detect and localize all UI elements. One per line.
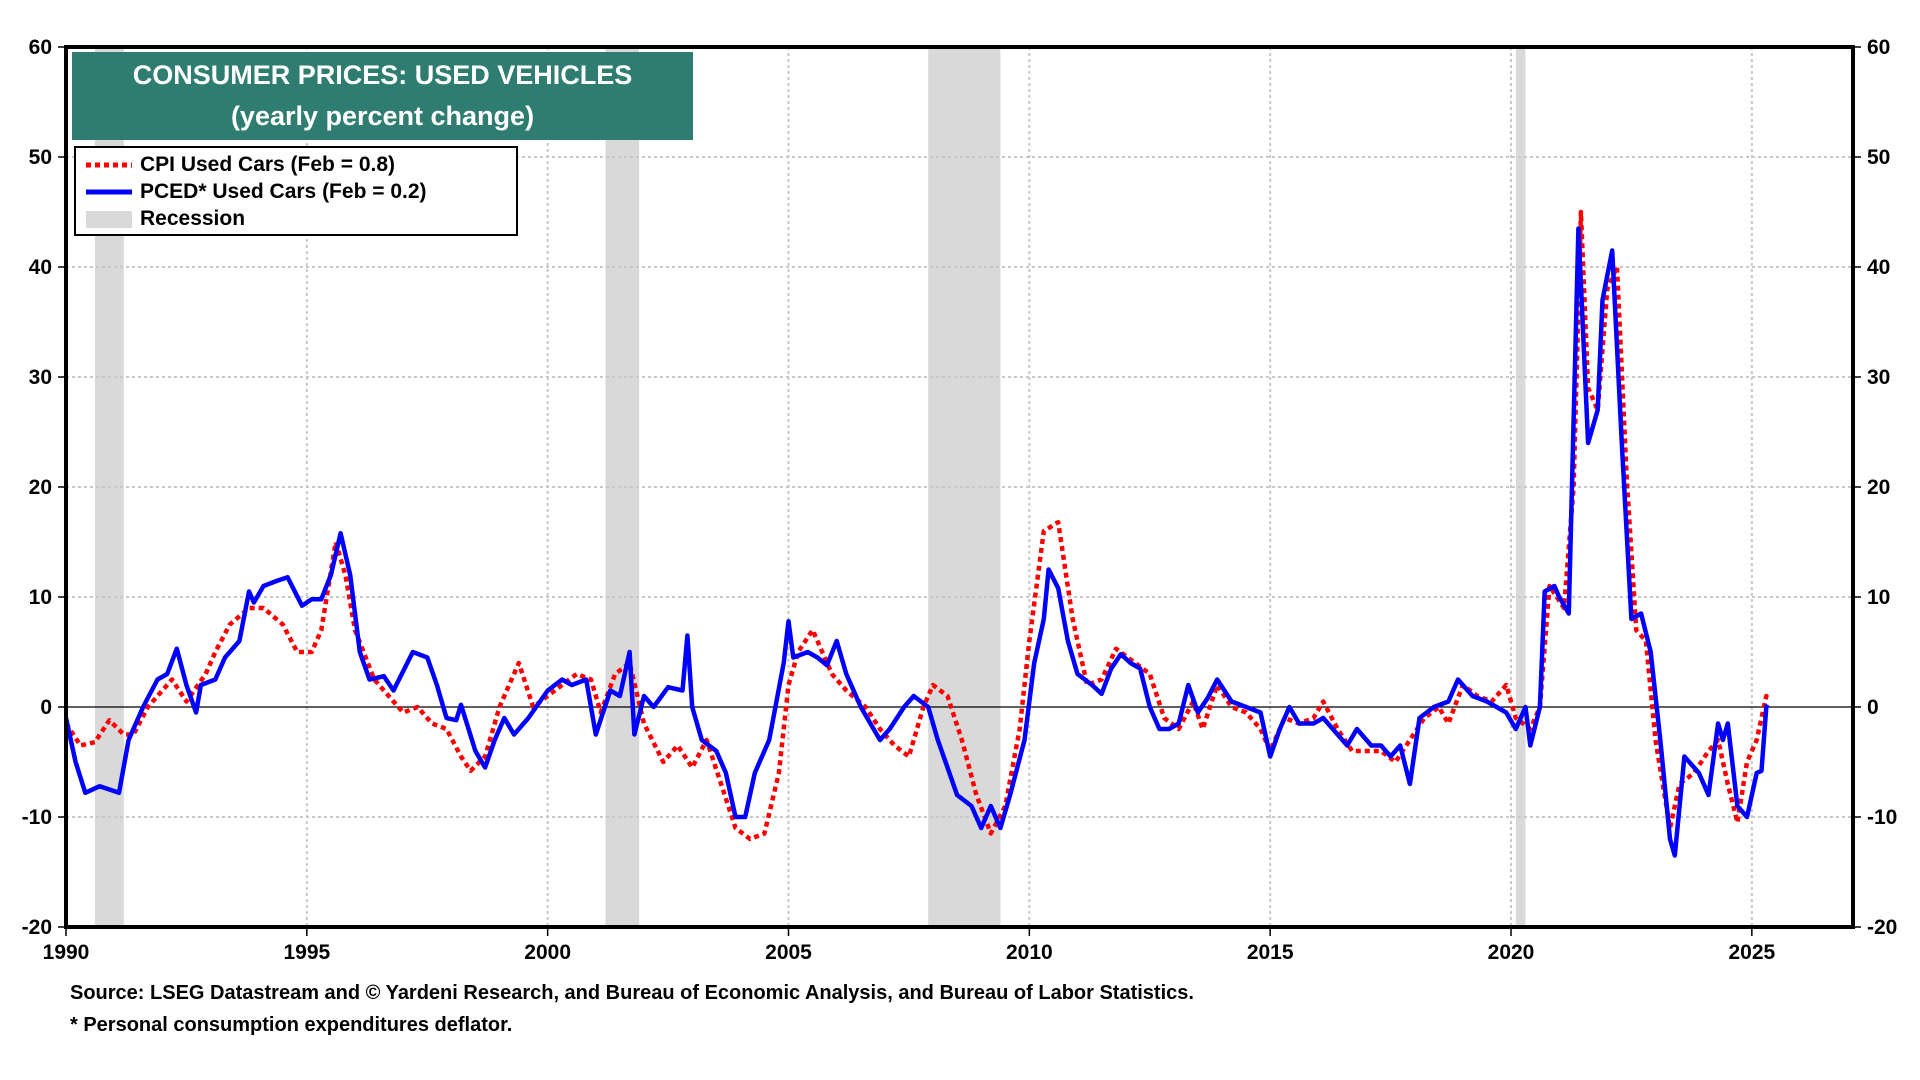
- x-tick-label: 2005: [765, 941, 812, 964]
- y-tick-label-left: 60: [29, 36, 52, 59]
- chart-title: CONSUMER PRICES: USED VEHICLES: [132, 60, 633, 90]
- y-tick-label-left: -10: [22, 806, 52, 829]
- legend-item-pced: PCED* Used Cars (Feb = 0.2): [84, 179, 427, 205]
- y-tick-label-right: 20: [1867, 476, 1890, 499]
- y-tick-label-left: 30: [29, 366, 52, 389]
- y-tick-label-right: 10: [1867, 586, 1890, 609]
- y-tick-label-left: 40: [29, 256, 52, 279]
- chart-title-box: CONSUMER PRICES: USED VEHICLES (yearly p…: [72, 52, 693, 140]
- source-note: Source: LSEG Datastream and © Yardeni Re…: [70, 982, 1194, 1004]
- legend-label: CPI Used Cars (Feb = 0.8): [140, 153, 396, 176]
- legend-label: Recession: [140, 207, 246, 230]
- y-tick-label-right: 60: [1867, 36, 1890, 59]
- y-tick-label-right: -10: [1867, 806, 1897, 829]
- x-tick-label: 1990: [43, 941, 90, 964]
- x-tick-label: 2015: [1247, 941, 1294, 964]
- footnote: * Personal consumption expenditures defl…: [70, 1014, 513, 1036]
- x-tick-label: 2020: [1488, 941, 1535, 964]
- y-tick-label-right: 0: [1867, 696, 1879, 719]
- axes: [58, 45, 1861, 936]
- x-tick-label: 2010: [1006, 941, 1053, 964]
- recession-band: [928, 47, 1001, 927]
- chart-subtitle: (yearly percent change): [230, 101, 535, 131]
- legend-item-cpi: CPI Used Cars (Feb = 0.8): [84, 152, 395, 178]
- x-tick-label: 2025: [1728, 941, 1775, 964]
- series-line-cpi-used-cars: [64, 209, 1770, 842]
- y-tick-label-right: 30: [1867, 366, 1890, 389]
- x-tick-label: 2000: [524, 941, 571, 964]
- series-lines: [63, 209, 1770, 858]
- legend-swatch-solid-blue: [84, 179, 132, 205]
- y-tick-label-right: 50: [1867, 146, 1890, 169]
- y-tick-label-left: -20: [22, 916, 52, 939]
- legend-swatch-recession: [84, 206, 132, 232]
- gridlines: [66, 47, 1853, 927]
- legend-swatch-dotted-red: [84, 152, 132, 178]
- series-line-pced-used-cars: [63, 226, 1770, 858]
- y-tick-label-right: 40: [1867, 256, 1890, 279]
- legend-item-recession: Recession: [84, 206, 245, 232]
- y-tick-label-left: 10: [29, 586, 52, 609]
- y-tick-label-right: -20: [1867, 916, 1897, 939]
- y-tick-label-left: 0: [40, 696, 52, 719]
- legend: CPI Used Cars (Feb = 0.8) PCED* Used Car…: [74, 146, 518, 236]
- legend-label: PCED* Used Cars (Feb = 0.2): [140, 180, 427, 203]
- plot-frame: [64, 45, 1855, 929]
- y-tick-label-left: 50: [29, 146, 52, 169]
- y-tick-label-left: 20: [29, 476, 52, 499]
- recession-band: [605, 47, 640, 927]
- x-tick-label: 1995: [283, 941, 330, 964]
